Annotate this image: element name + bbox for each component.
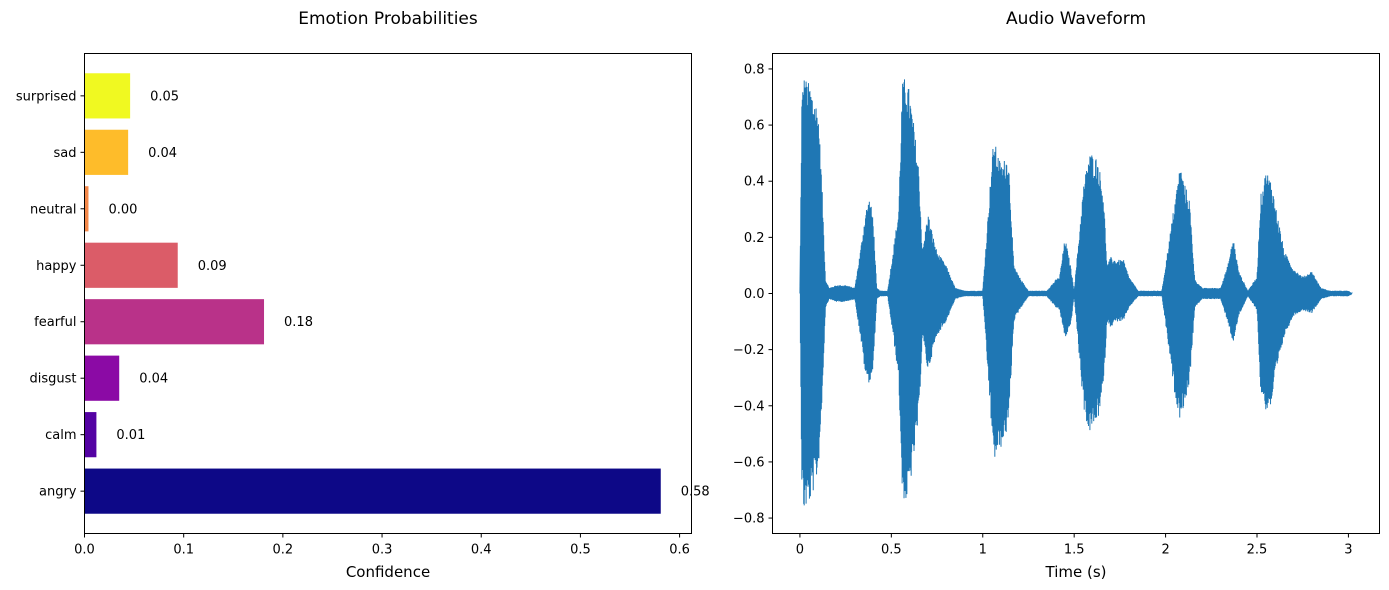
y-tick-label-happy: happy bbox=[36, 259, 77, 274]
x-tick-label: 0 bbox=[796, 543, 804, 558]
waveform-line bbox=[799, 79, 1353, 506]
x-tick-label: 1.5 bbox=[1064, 543, 1085, 558]
bar-sad bbox=[84, 129, 129, 175]
value-label-group: 0.58 0.01 0.04 0.18 0.09 0.00 0.04 0.05 bbox=[108, 89, 709, 499]
value-label-neutral: 0.00 bbox=[108, 202, 137, 217]
value-label-sad: 0.04 bbox=[148, 146, 177, 161]
right-chart-title: Audio Waveform bbox=[1006, 9, 1146, 29]
x-tick-label: 0.5 bbox=[881, 543, 902, 558]
value-label-disgust: 0.04 bbox=[139, 372, 168, 387]
value-label-surprised: 0.05 bbox=[150, 89, 179, 104]
x-tick-label: 0.6 bbox=[669, 543, 690, 558]
x-tick-label: 0.1 bbox=[173, 543, 194, 558]
y-tick-label: −0.4 bbox=[733, 399, 765, 414]
y-tick-label-angry: angry bbox=[39, 485, 77, 500]
value-label-calm: 0.01 bbox=[116, 428, 145, 443]
x-tick-label: 0.2 bbox=[273, 543, 294, 558]
bar-neutral bbox=[84, 186, 89, 232]
bar-group bbox=[84, 73, 661, 514]
bar-happy bbox=[84, 242, 178, 288]
y-tick-label-disgust: disgust bbox=[30, 372, 77, 387]
left-x-axis-label: Confidence bbox=[346, 563, 430, 581]
y-tick-label-neutral: neutral bbox=[30, 202, 77, 217]
y-tick-label: −0.8 bbox=[733, 512, 765, 527]
left-plot-frame bbox=[84, 53, 692, 534]
audio-waveform-chart: Audio Waveform 0 0.5 1 1.5 2 2.5 3 −0.8−0.6−0.… bbox=[733, 9, 1380, 581]
x-tick-label: 0.4 bbox=[471, 543, 492, 558]
value-label-happy: 0.09 bbox=[198, 259, 227, 274]
y-tick-label: 0.6 bbox=[744, 119, 765, 134]
x-tick-label: 2.5 bbox=[1247, 543, 1268, 558]
y-tick-label-sad: sad bbox=[54, 146, 77, 161]
x-axis-ticks: 0.0 0.1 0.2 0.3 0.4 0.5 0.6 bbox=[74, 533, 690, 558]
bar-calm bbox=[84, 412, 97, 458]
y-axis-ticks: −0.8 −0.6 −0.4 −0.2 0.0 0.2 0.4 0.6 0.8 bbox=[733, 62, 773, 527]
right-x-axis-label: Time (s) bbox=[1045, 563, 1107, 581]
value-label-fearful: 0.18 bbox=[284, 315, 313, 330]
y-tick-label: 0.0 bbox=[744, 287, 765, 302]
emotion-probabilities-chart: Emotion Probabilities 0.580.010.040.180.… bbox=[16, 9, 710, 581]
y-tick-label: 0.8 bbox=[744, 62, 765, 77]
bar-angry bbox=[84, 468, 661, 514]
y-tick-label-surprised: surprised bbox=[16, 89, 77, 104]
y-tick-label-calm: calm bbox=[45, 428, 76, 443]
y-tick-label: 0.2 bbox=[744, 231, 765, 246]
x-tick-label: 0.0 bbox=[74, 543, 95, 558]
y-tick-label-fearful: fearful bbox=[34, 315, 76, 330]
bar-fearful bbox=[84, 299, 265, 345]
bar-surprised bbox=[84, 73, 131, 119]
y-tick-label: −0.6 bbox=[733, 455, 765, 470]
x-tick-label: 2 bbox=[1161, 543, 1169, 558]
x-tick-label: 0.3 bbox=[372, 543, 393, 558]
x-tick-label: 0.5 bbox=[570, 543, 591, 558]
bar-disgust bbox=[84, 355, 120, 401]
y-tick-label: −0.2 bbox=[733, 343, 765, 358]
x-tick-label: 1 bbox=[979, 543, 987, 558]
x-axis-ticks: 0 0.5 1 1.5 2 2.5 3 bbox=[796, 533, 1353, 558]
left-chart-title: Emotion Probabilities bbox=[298, 9, 478, 29]
y-tick-label: 0.4 bbox=[744, 175, 765, 190]
y-axis-ticks: angry calm disgust fearful happy neutral sad su… bbox=[16, 89, 85, 500]
x-tick-label: 3 bbox=[1344, 543, 1352, 558]
value-label-angry: 0.58 bbox=[681, 485, 710, 500]
